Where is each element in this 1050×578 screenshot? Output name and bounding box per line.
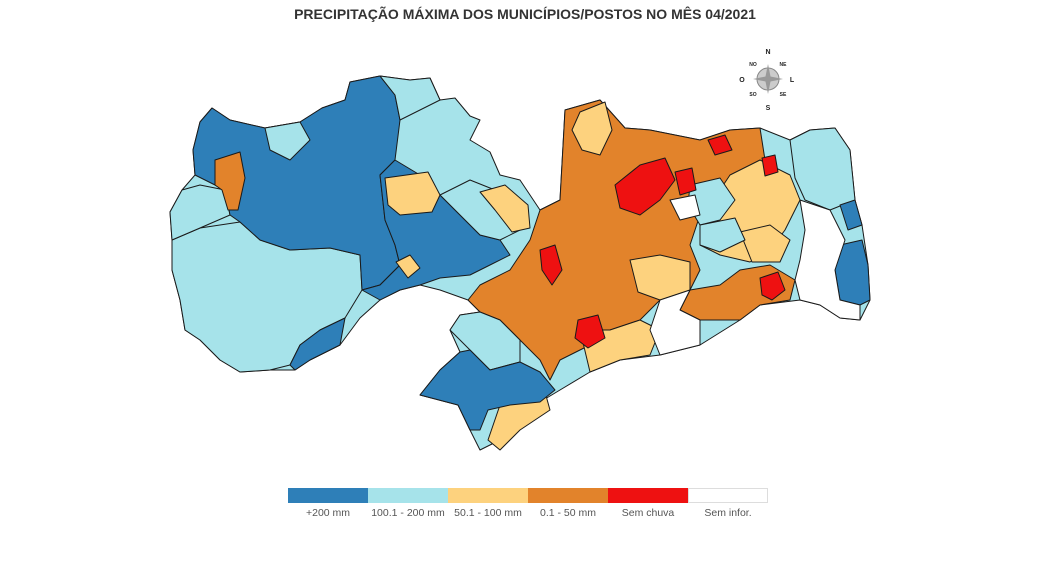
region-north-lightblue-2 (264, 121, 311, 161)
legend-label-very-high: +200 mm (305, 507, 351, 519)
compass-s: S (766, 105, 771, 112)
region-north-white (669, 194, 701, 221)
region-central-yellow-3 (395, 254, 421, 279)
region-east-yellow-1 (571, 101, 613, 156)
compass-l: L (790, 77, 795, 84)
region-north-lightblue (379, 75, 441, 121)
legend-swatch-medium (448, 488, 528, 503)
region-red-5 (539, 244, 563, 286)
compass-so: SO (749, 92, 756, 98)
legend-label-low: 0.1 - 50 mm (539, 507, 597, 519)
region-west-orange (214, 151, 246, 211)
legend-swatch-high (368, 488, 448, 503)
compass-no: NO (749, 62, 757, 68)
legend-swatch-very-high (288, 488, 368, 503)
region-central-yellow-1 (384, 171, 441, 216)
region-center-white (649, 289, 701, 356)
region-west-blue-3 (289, 317, 346, 371)
map-title: PRECIPITAÇÃO MÁXIMA DOS MUNICÍPIOS/POSTO… (294, 6, 756, 22)
region-red-7 (759, 271, 786, 301)
legend-swatch-none (608, 488, 688, 503)
legend-label-medium: 50.1 - 100 mm (454, 507, 522, 519)
region-red-6 (574, 314, 606, 349)
legend-swatch-no-info (688, 488, 768, 503)
compass-ne: NE (780, 62, 788, 68)
legend-label-high: 100.1 - 200 mm (371, 507, 445, 519)
compass-o: O (739, 77, 745, 84)
region-south-blue (419, 349, 556, 431)
region-east-lightblue-3 (699, 217, 746, 253)
compass-n: N (765, 49, 770, 56)
region-red-4 (761, 154, 779, 177)
compass-rose: N S L O NE NO SE SO (735, 46, 801, 112)
legend-label-none: Sem chuva (621, 507, 675, 519)
legend-swatch-low (528, 488, 608, 503)
region-red-1 (614, 157, 676, 216)
region-coast-blue-2 (839, 199, 863, 231)
region-central-yellow-2 (479, 184, 531, 233)
region-red-2 (674, 167, 697, 196)
legend: +200 mm 100.1 - 200 mm 50.1 - 100 mm 0.1… (288, 488, 768, 519)
compass-se: SE (780, 92, 787, 98)
region-east-white (794, 199, 861, 321)
region-coast-yellow (739, 224, 791, 263)
region-red-3 (707, 134, 733, 156)
legend-label-no-info: Sem infor. (704, 507, 752, 519)
